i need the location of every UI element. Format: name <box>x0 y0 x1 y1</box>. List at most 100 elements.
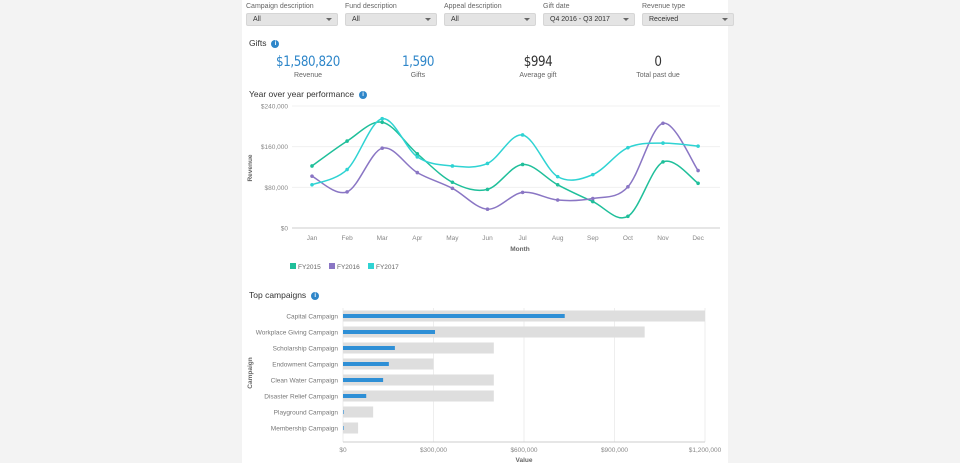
data-point <box>485 187 490 192</box>
target-bar <box>343 374 494 386</box>
kpi-average-gift: $994 Average gift <box>478 54 598 79</box>
data-point <box>661 121 665 126</box>
filter-1: Fund description All <box>345 3 437 26</box>
data-point <box>555 182 560 187</box>
data-point <box>345 167 349 172</box>
filter-select[interactable]: All <box>246 13 338 26</box>
data-point <box>415 170 420 175</box>
filter-select[interactable]: Q4 2016 - Q3 2017 <box>543 13 635 26</box>
category-label: Capital Campaign <box>286 313 338 320</box>
value-bar <box>343 314 565 318</box>
y-axis-label: Campaign <box>247 357 254 388</box>
kpi-label: Total past due <box>636 72 680 79</box>
category-label: Playground Campaign <box>274 409 339 416</box>
filter-2: Appeal description All <box>444 3 536 26</box>
x-tick-label: Aug <box>552 235 564 242</box>
info-icon[interactable]: i <box>359 90 368 99</box>
series-line-FY2016 <box>311 122 699 210</box>
dashboard-panel: Campaign description All Fund description A… <box>242 0 734 463</box>
x-tick-label: $900,000 <box>601 447 628 454</box>
campaigns-title: Top campaigns <box>249 290 307 300</box>
data-point <box>310 182 314 187</box>
filter-4: Revenue type Received <box>642 3 734 26</box>
filter-label: Fund description <box>345 3 397 10</box>
data-point <box>626 145 630 150</box>
target-bar <box>343 406 374 418</box>
data-point <box>696 168 700 173</box>
data-point <box>626 214 630 219</box>
filter-label: Revenue type <box>642 3 686 10</box>
filter-select[interactable]: All <box>345 13 437 26</box>
y-axis-label: Revenue <box>247 154 254 181</box>
data-point <box>450 180 455 185</box>
data-point <box>591 172 595 177</box>
y-tick-label: $240,000 <box>261 104 288 111</box>
filter-select[interactable]: Received <box>642 13 734 26</box>
data-point <box>310 174 314 178</box>
data-point <box>520 133 525 137</box>
value-bar <box>343 410 344 414</box>
filter-label: Gift date <box>543 3 570 10</box>
data-point <box>380 120 384 125</box>
data-point <box>626 185 630 189</box>
filter-label: Appeal description <box>444 3 502 10</box>
kpi-label: Revenue <box>293 72 323 79</box>
chevron-down-icon <box>524 18 530 21</box>
x-tick-label: Jul <box>518 235 527 242</box>
gifts-heading: Gifts i <box>249 38 280 48</box>
y-tick-label: $160,000 <box>261 144 288 151</box>
legend-swatch <box>290 263 296 269</box>
y-tick-label: $80,000 <box>265 185 289 192</box>
kpi-gifts: 1,590 Gifts <box>358 54 478 79</box>
kpi-value: $994 <box>523 54 553 70</box>
data-point <box>661 141 665 145</box>
category-label: Scholarship Campaign <box>273 345 339 352</box>
target-bar <box>343 422 359 434</box>
filter-value: Received <box>649 16 679 23</box>
chevron-down-icon <box>425 18 431 21</box>
data-point <box>696 144 700 148</box>
data-point <box>345 139 349 143</box>
data-point <box>450 164 455 168</box>
category-label: Workplace Giving Campaign <box>256 329 339 336</box>
data-point <box>661 160 665 164</box>
legend-swatch <box>329 263 335 269</box>
x-tick-label: $600,000 <box>510 447 537 454</box>
x-axis-label: Month <box>510 246 530 253</box>
data-point <box>555 198 560 202</box>
filter-select[interactable]: All <box>444 13 536 26</box>
value-bar <box>343 378 384 382</box>
value-bar <box>343 394 367 398</box>
series-line-FY2017 <box>311 117 699 186</box>
data-point <box>415 151 420 156</box>
series-line-FY2015 <box>311 121 699 219</box>
data-point <box>696 181 700 186</box>
filter-value: All <box>451 16 459 23</box>
legend-label: FY2015 <box>298 264 321 271</box>
x-tick-label: $0 <box>339 447 347 454</box>
filter-3: Gift date Q4 2016 - Q3 2017 <box>543 3 635 26</box>
x-tick-label: Mar <box>377 235 389 242</box>
x-tick-label: Feb <box>341 235 353 242</box>
yoy-title: Year over year performance <box>249 89 355 99</box>
data-point <box>450 186 455 191</box>
filter-value: All <box>253 16 261 23</box>
kpi-value: $1,580,820 <box>276 54 340 70</box>
legend-swatch <box>368 263 374 269</box>
data-point <box>520 162 525 167</box>
campaigns-bar-chart: $0 $300,000 $600,000 $900,000 $1,200,000 Capi… <box>247 308 722 463</box>
target-bar <box>343 326 645 338</box>
gifts-title: Gifts <box>249 38 267 48</box>
kpi-value: 1,590 <box>402 54 434 70</box>
x-tick-label: $1,200,000 <box>689 447 722 454</box>
data-point <box>485 207 490 211</box>
info-icon[interactable]: i <box>311 291 320 300</box>
chevron-down-icon <box>722 18 728 21</box>
legend-label: FY2016 <box>337 264 360 271</box>
info-icon[interactable]: i <box>271 39 280 48</box>
yoy-heading: Year over year performance i <box>249 89 368 99</box>
data-point <box>415 155 420 159</box>
x-tick-label: Jan <box>307 235 318 242</box>
category-label: Endowment Campaign <box>272 361 338 368</box>
value-bar <box>343 426 344 430</box>
